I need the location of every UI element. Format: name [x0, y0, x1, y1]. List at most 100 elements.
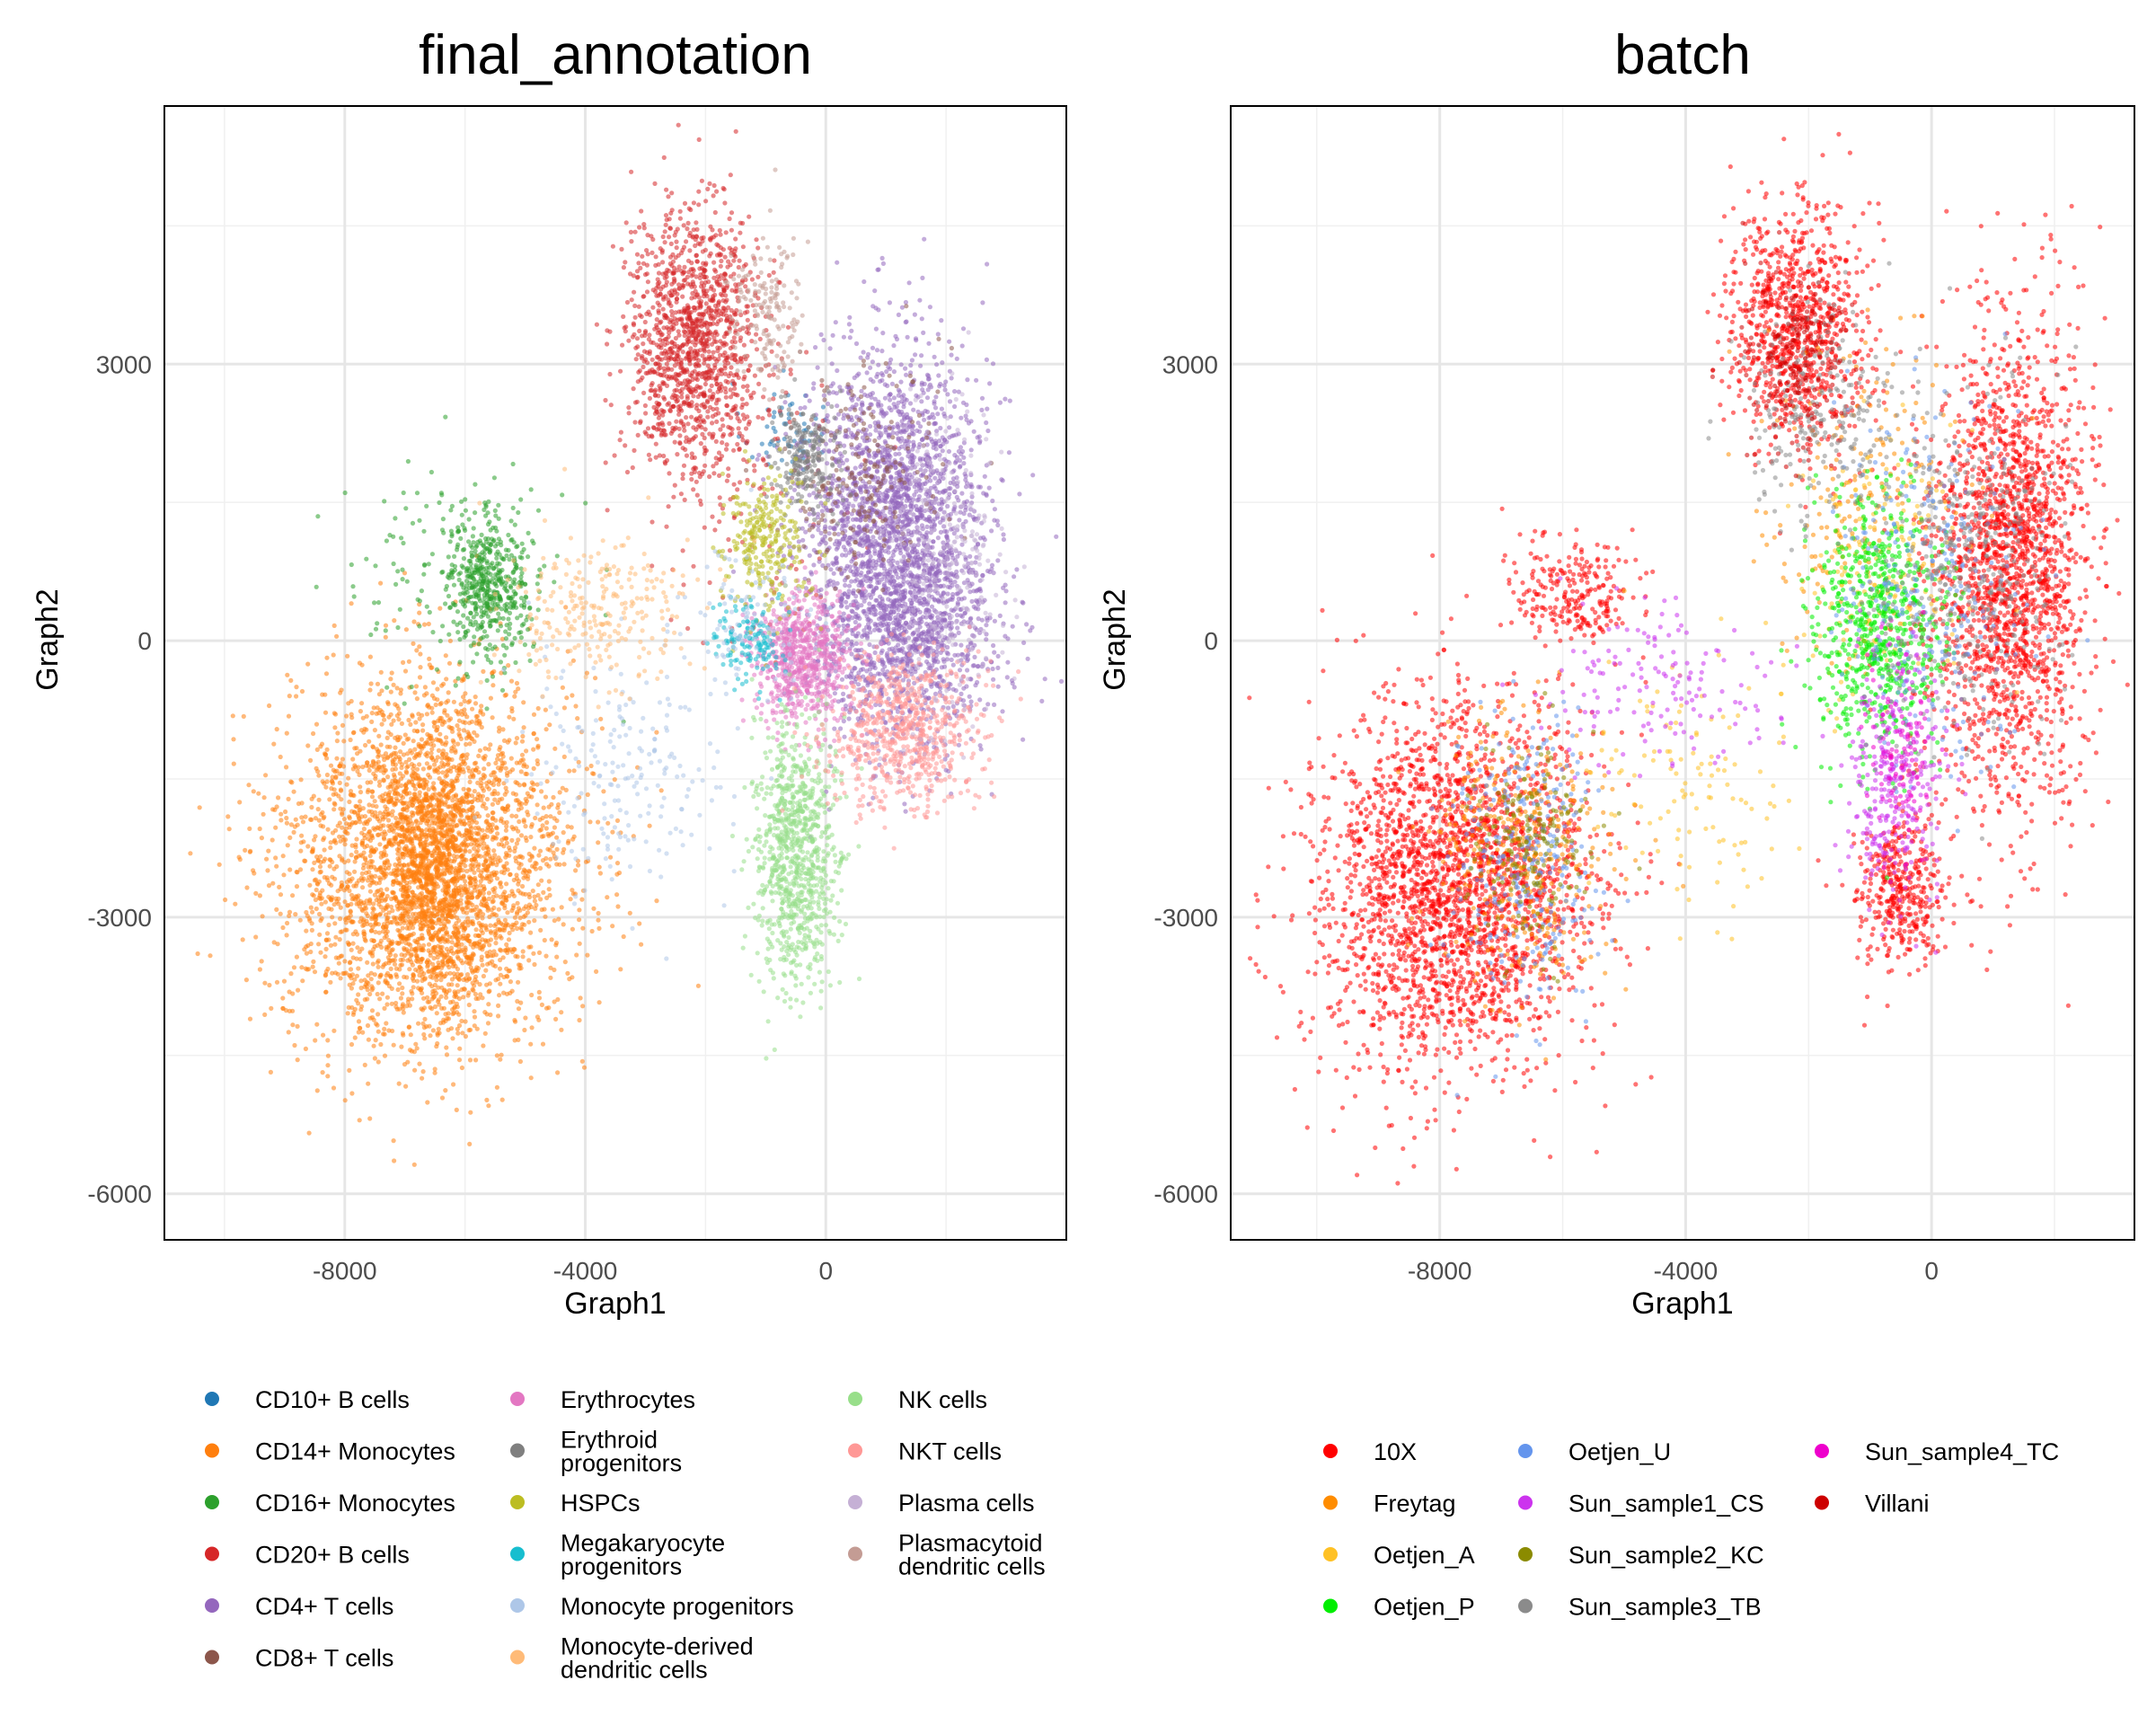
data-point [495, 1085, 499, 1090]
data-point [582, 1066, 587, 1070]
data-point [446, 842, 450, 846]
data-point [614, 872, 619, 877]
data-point [287, 914, 291, 918]
data-point [393, 788, 398, 792]
data-point [392, 618, 396, 623]
data-point [446, 889, 451, 894]
data-point [435, 866, 439, 871]
data-point [444, 735, 448, 739]
data-point [411, 893, 416, 898]
data-point [417, 644, 421, 649]
data-point [431, 1028, 436, 1032]
data-point [445, 1052, 449, 1057]
data-point [399, 1045, 403, 1049]
data-point [472, 846, 476, 851]
data-point [597, 1000, 602, 1004]
data-point [532, 962, 536, 967]
data-point [473, 907, 477, 912]
data-point [384, 624, 388, 628]
data-point [310, 921, 314, 925]
data-point [433, 886, 437, 890]
data-point [476, 754, 481, 758]
data-point [357, 773, 361, 777]
data-point [498, 745, 502, 749]
data-point [326, 937, 331, 942]
data-point [402, 853, 406, 857]
data-point [405, 893, 410, 898]
data-point [332, 942, 337, 947]
data-point [262, 981, 267, 986]
data-point [496, 860, 500, 864]
data-point [552, 918, 557, 923]
data-point [208, 953, 212, 958]
data-point [493, 978, 498, 982]
data-point [435, 1011, 439, 1015]
data-point [258, 827, 262, 831]
data-point [464, 960, 469, 964]
data-point [390, 942, 394, 946]
data-point [556, 802, 561, 807]
data-point [453, 750, 457, 755]
data-point [470, 809, 474, 813]
data-point [504, 881, 508, 886]
data-point [379, 670, 384, 675]
data-point [331, 830, 335, 835]
data-point [399, 995, 403, 1000]
data-point [394, 920, 399, 924]
data-point [351, 942, 356, 946]
data-point [349, 712, 354, 717]
data-point [385, 745, 390, 749]
data-point [376, 943, 380, 948]
data-point [537, 951, 542, 955]
data-point [492, 872, 497, 877]
data-point [283, 809, 287, 814]
data-point [548, 966, 552, 970]
data-point [241, 937, 245, 942]
data-point [317, 912, 322, 916]
data-point [244, 885, 249, 889]
data-point [444, 740, 448, 745]
data-point [525, 765, 529, 769]
data-point [414, 648, 419, 652]
data-point [372, 849, 376, 854]
data-point [370, 915, 375, 919]
data-point [544, 1006, 549, 1011]
data-point [348, 960, 352, 964]
data-point [287, 836, 292, 840]
data-point [383, 1054, 387, 1058]
data-point [409, 1032, 413, 1037]
data-point [258, 967, 262, 971]
data-point [499, 752, 503, 756]
data-point [444, 813, 448, 818]
data-point [540, 1003, 544, 1007]
data-point [402, 846, 406, 851]
data-point [400, 863, 404, 868]
data-point [580, 1059, 585, 1064]
data-point [615, 904, 620, 908]
data-point [346, 884, 350, 889]
data-point [425, 1100, 429, 1104]
data-point [466, 787, 471, 792]
data-point [365, 844, 369, 848]
data-point [376, 980, 381, 985]
data-point [299, 965, 304, 969]
data-point [359, 1004, 364, 1009]
data-point [418, 790, 422, 794]
data-point [490, 715, 495, 720]
data-point [483, 851, 488, 855]
data-point [377, 783, 382, 788]
data-point [261, 914, 265, 918]
data-point [395, 799, 400, 803]
data-point [360, 871, 365, 876]
data-point [376, 760, 381, 765]
data-point [347, 1068, 351, 1073]
data-point [359, 876, 364, 880]
data-point [453, 882, 457, 887]
data-point [468, 780, 473, 784]
data-point [332, 787, 337, 792]
data-point [310, 797, 314, 801]
data-point [318, 864, 323, 869]
data-point [504, 786, 508, 791]
data-point [358, 709, 363, 713]
data-point [340, 953, 344, 958]
